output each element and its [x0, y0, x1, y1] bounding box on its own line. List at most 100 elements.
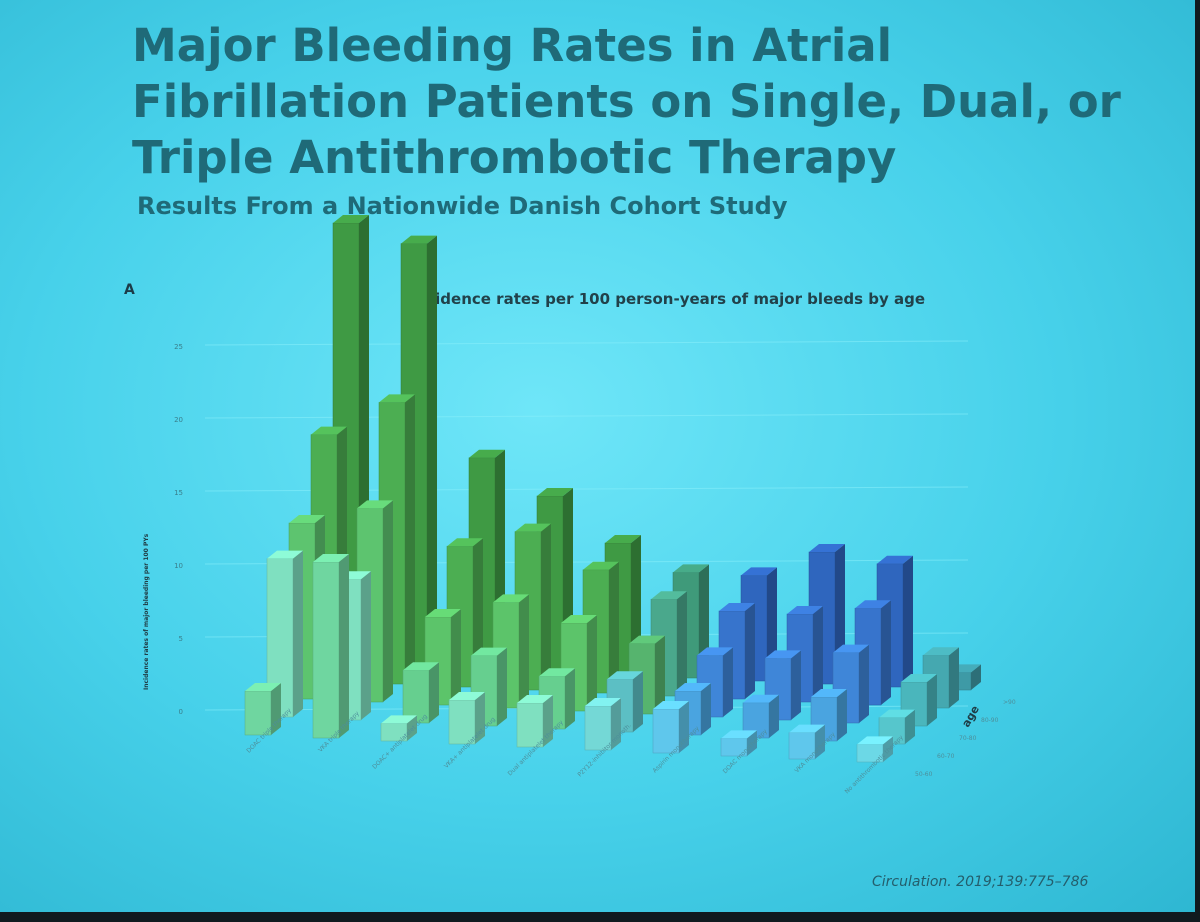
bar-top	[425, 609, 461, 617]
bar	[584, 705, 612, 751]
bar-side	[745, 603, 755, 699]
bar-top	[311, 426, 347, 435]
bar-side	[293, 550, 303, 717]
bar-side	[815, 724, 825, 759]
bar-top	[449, 692, 485, 700]
age-tick-label: >90	[1003, 699, 1016, 706]
bar-side	[587, 615, 597, 711]
bar	[652, 708, 680, 754]
bar-top	[313, 554, 349, 562]
bar-side	[361, 571, 371, 720]
age-tick-label: 80-90	[981, 717, 999, 724]
slide-title: Major Bleeding Rates in Atrial Fibrillat…	[132, 19, 1121, 184]
bar-side	[837, 689, 847, 741]
bar-side	[905, 709, 915, 744]
bar-top	[857, 736, 893, 745]
bar-top	[379, 394, 415, 403]
bar-top	[923, 647, 959, 656]
age-tick-label: 70-80	[959, 735, 977, 742]
gridline	[204, 413, 969, 419]
bar-top	[403, 662, 439, 671]
bar-side	[701, 683, 711, 735]
bar-side	[927, 674, 937, 726]
y-tick-label: 5	[179, 635, 183, 643]
bar-top	[675, 683, 711, 691]
age-tick-label: 50-60	[915, 771, 933, 778]
bar-top	[607, 671, 643, 680]
bar-top	[811, 689, 847, 697]
bar-side	[271, 683, 281, 735]
bar-top	[697, 647, 733, 656]
y-tick-label: 15	[174, 489, 183, 497]
bar-top	[787, 606, 823, 614]
y-tick-label: 10	[174, 562, 183, 570]
bar-top	[471, 647, 507, 656]
bar-side	[883, 736, 893, 762]
bar-top	[765, 650, 801, 659]
bar-top	[267, 550, 303, 559]
bar-top	[743, 694, 779, 703]
bar	[788, 732, 816, 760]
panel-letter: A	[124, 282, 135, 298]
bar-side	[655, 635, 665, 714]
bar	[244, 690, 272, 736]
bar-top	[515, 523, 551, 532]
bar-top	[289, 515, 325, 523]
bar-side	[565, 668, 575, 729]
bar-top	[493, 594, 529, 603]
bar-side	[339, 554, 349, 738]
bar-top	[245, 683, 281, 691]
bar-top	[673, 564, 709, 573]
bar-side	[475, 692, 485, 744]
bar-top	[629, 635, 665, 644]
bar-side	[407, 715, 417, 741]
gridline	[204, 340, 969, 346]
bar-top	[469, 449, 505, 458]
y-tick-label: 20	[174, 416, 183, 424]
bar-side	[519, 594, 529, 708]
bar-side	[971, 664, 981, 690]
bar-top	[653, 701, 689, 709]
bar-side	[541, 523, 551, 690]
bar-side	[813, 606, 823, 702]
bar-side	[633, 671, 643, 732]
bar-top	[539, 668, 575, 677]
bar-side	[679, 701, 689, 753]
bar-side	[497, 647, 507, 726]
bar-side	[451, 609, 461, 705]
bar-top	[809, 544, 845, 552]
bar	[448, 699, 476, 745]
bar-top	[585, 698, 621, 706]
bar-top	[741, 567, 777, 576]
y-axis-label: Incidence rates of major bleeding per 10…	[143, 533, 150, 690]
bar-top	[605, 535, 641, 543]
bar-side	[543, 695, 553, 747]
bar-side	[881, 600, 891, 705]
bar-top	[537, 488, 573, 496]
bar-side	[677, 591, 687, 696]
bar-top	[357, 500, 393, 509]
bar-top	[721, 730, 757, 739]
bar-side	[383, 500, 393, 702]
bar-side	[609, 561, 619, 693]
bar-top	[401, 235, 437, 244]
bar-side	[903, 555, 913, 687]
chart-title: Incidence rates per 100 person-years of …	[410, 290, 926, 308]
bar-side	[427, 235, 437, 666]
age-axis-label: age	[959, 703, 982, 729]
bar-top	[651, 591, 687, 600]
bar-side	[429, 662, 439, 723]
bar-top	[447, 538, 483, 547]
bar-top	[719, 603, 755, 611]
slide-subtitle: Results From a Nationwide Danish Cohort …	[137, 192, 788, 220]
bar-top	[789, 724, 825, 733]
bar-side	[859, 644, 869, 723]
y-tick-label: 25	[174, 343, 183, 351]
citation: Circulation. 2019;139:775–786	[872, 874, 1089, 890]
bar-top	[877, 555, 913, 564]
bar-side	[723, 647, 733, 717]
bar-top	[833, 644, 869, 653]
bar-side	[405, 394, 415, 684]
